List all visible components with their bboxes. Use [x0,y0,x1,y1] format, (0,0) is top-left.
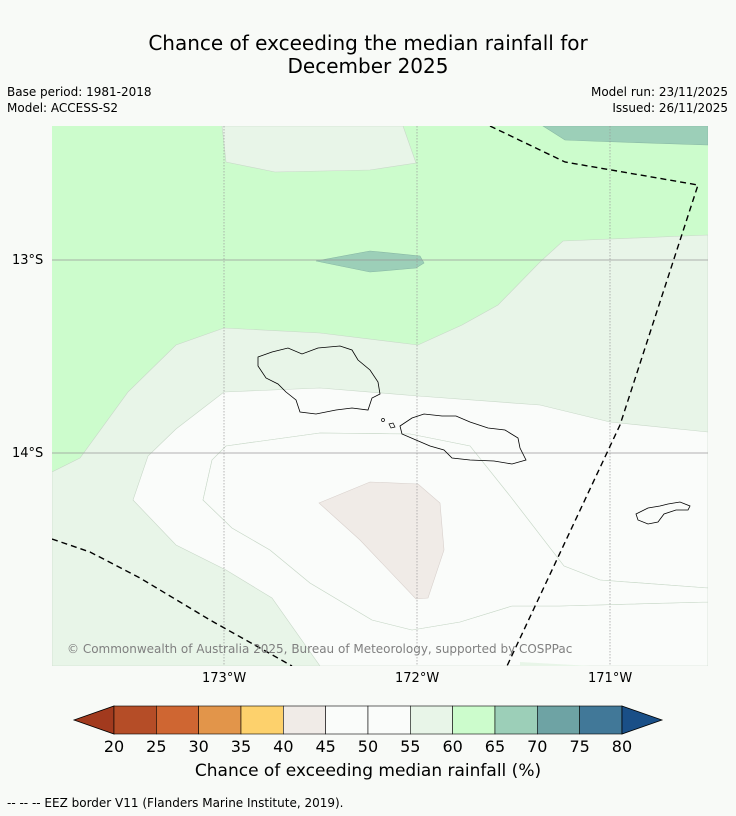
colorbar-tick: 55 [400,737,421,756]
upolu-island [399,413,527,465]
colorbar-tick: 25 [146,737,167,756]
colorbar-label: Chance of exceeding median rainfall (%) [194,761,542,781]
model-run: Model run: 23/11/2025 [590,85,728,99]
graticule [52,126,708,666]
model-name: Model: ACCESS-S2 [7,101,119,115]
colorbar-tick: 70 [527,737,548,756]
map-title-line1: Chance of exceeding the median rainfall … [148,31,588,55]
colorbar-bin [156,705,199,735]
lon-label-171w: 171°W [588,671,633,686]
colorbar-tick: 75 [569,737,590,756]
colorbar-bin [325,705,369,735]
copyright-text: © Commonwealth of Australia 2025, Bureau… [67,642,572,656]
colorbar-extend-low [72,705,115,735]
eez-border [52,126,699,666]
region-45-50 [318,481,445,600]
rainfall-map: © Commonwealth of Australia 2025, Bureau… [52,126,708,666]
colorbar-bin [367,705,411,735]
colorbar-tick: 50 [357,737,379,756]
colorbar-bin [283,705,326,735]
colorbar-tick: 20 [103,737,125,756]
lon-label-173w: 173°W [202,671,247,686]
colorbar-tick: 80 [611,737,633,756]
colorbar-extend-high [621,705,664,735]
islet [381,418,385,422]
colorbar-bin [579,705,623,735]
savaii-island [257,345,381,415]
colorbar-bin [240,705,284,735]
colorbar-tick: 35 [230,737,252,756]
colorbar-tick: 30 [188,737,209,756]
colorbar-tick: 60 [442,737,463,756]
base-period: Base period: 1981-2018 [7,85,152,99]
region-50-55-inner [202,432,708,631]
islet [388,422,396,429]
eez-legend: -- -- -- EEZ border V11 (Flanders Marine… [7,796,344,810]
colorbar-bin [113,705,157,735]
colorbar-bin [198,705,242,735]
region-bottom-strip [520,662,592,666]
colorbar-tick: 45 [315,737,336,756]
tutuila-island [635,501,691,525]
issued-date: Issued: 26/11/2025 [612,101,728,115]
region-65-70-mid [315,250,425,273]
region-top-light [221,126,417,173]
colorbar-bin [410,705,453,735]
lat-label-13s: 13°S [12,253,44,268]
lon-label-172w: 172°W [395,671,440,686]
colorbar-bin [494,705,538,735]
region-65-70-top [542,126,708,146]
map-title-line2: December 2025 [287,54,449,78]
colorbar-bin [452,705,496,735]
colorbar-tick: 65 [484,737,506,756]
colorbar [72,705,664,735]
lat-label-14s: 14°S [12,446,44,461]
colorbar-tick: 40 [273,737,294,756]
colorbar-bin [536,705,580,735]
